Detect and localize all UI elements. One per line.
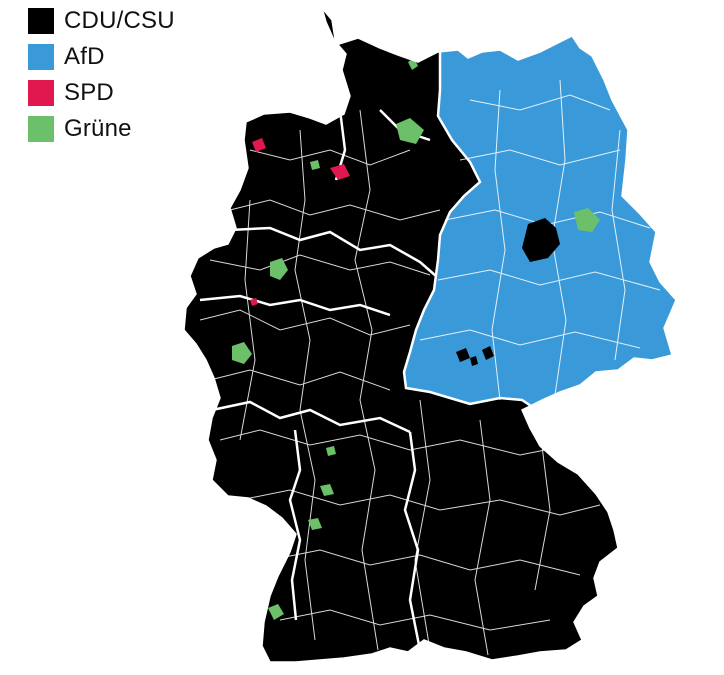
- legend-item-cdu-csu: CDU/CSU: [28, 7, 175, 34]
- legend-swatch-afd: [28, 44, 54, 70]
- legend-label-spd: SPD: [64, 79, 114, 106]
- legend-swatch-cdu-csu: [28, 8, 54, 34]
- legend-item-gruene: Grüne: [28, 115, 175, 142]
- district-markers: [232, 58, 600, 620]
- legend-label-cdu-csu: CDU/CSU: [64, 7, 175, 34]
- legend-label-gruene: Grüne: [64, 115, 132, 142]
- state-borders: [199, 40, 541, 651]
- legend-swatch-spd: [28, 80, 54, 106]
- legend-swatch-gruene: [28, 116, 54, 142]
- legend-item-spd: SPD: [28, 79, 175, 106]
- afd-region: [404, 30, 676, 420]
- legend-item-afd: AfD: [28, 43, 175, 70]
- legend-label-afd: AfD: [64, 43, 105, 70]
- district-borders: [199, 79, 661, 656]
- map-legend: CDU/CSU AfD SPD Grüne: [28, 7, 175, 142]
